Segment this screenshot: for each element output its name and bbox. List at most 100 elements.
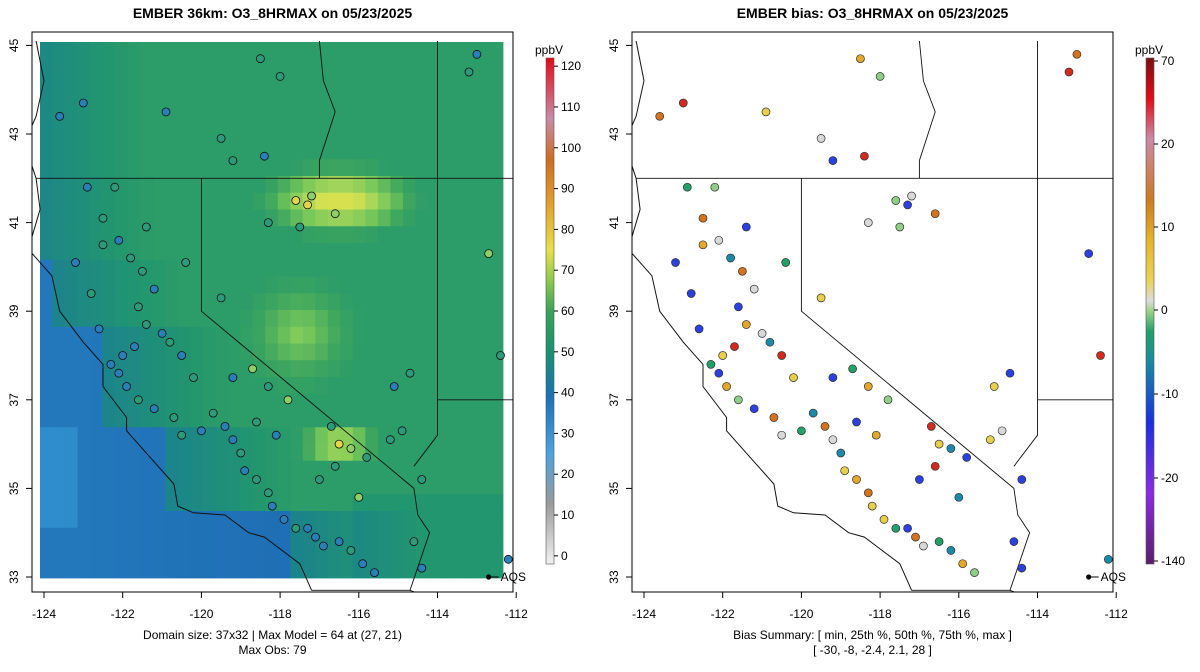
grid-cell: [327, 544, 341, 562]
grid-cell: [277, 410, 291, 428]
grid-cell: [365, 243, 379, 261]
grid-cell: [77, 125, 91, 143]
grid-cell: [265, 259, 279, 277]
grid-cell: [327, 42, 341, 60]
obs-point: [291, 196, 301, 205]
grid-cell: [490, 293, 504, 311]
grid-cell: [415, 142, 429, 160]
grid-cell: [327, 494, 341, 512]
grid-cell: [202, 293, 216, 311]
bias-point: [749, 284, 759, 294]
obs-point: [279, 515, 289, 524]
grid-cell: [402, 192, 416, 210]
grid-cell: [352, 192, 366, 210]
obs-point: [370, 568, 379, 577]
grid-cell: [202, 192, 216, 210]
grid-cell: [227, 494, 241, 512]
grid-cell: [102, 293, 116, 311]
obs-point: [114, 368, 124, 378]
grid-cell: [127, 109, 141, 127]
grid-cell: [40, 142, 53, 160]
grid-cell: [215, 326, 229, 344]
grid-cell: [265, 75, 279, 93]
grid-cell: [465, 494, 479, 512]
grid-cell: [202, 360, 216, 378]
grid-cell: [40, 125, 53, 143]
grid-cell: [90, 377, 103, 395]
grid-cell: [215, 92, 229, 110]
grid-cell: [377, 259, 391, 277]
bias-point: [828, 373, 838, 382]
grid-cell: [477, 360, 491, 378]
grid-cell: [465, 544, 479, 562]
grid-cell: [102, 259, 116, 277]
grid-cell: [52, 75, 66, 93]
grid-cell: [365, 343, 379, 361]
grid-cell: [102, 326, 116, 344]
grid-cell: [365, 109, 379, 127]
grid-cell: [352, 176, 366, 194]
grid-cell: [427, 159, 441, 177]
grid-cell: [402, 209, 416, 227]
grid-cell: [452, 159, 466, 177]
grid-cell: [202, 142, 216, 160]
y-tick-label: 43: [607, 127, 621, 141]
grid-cell: [252, 125, 266, 143]
grid-cell: [240, 561, 254, 579]
grid-cell: [340, 460, 354, 478]
grid-cell: [40, 326, 53, 344]
grid-cell: [315, 360, 329, 378]
grid-cell: [427, 326, 441, 344]
grid-cell: [102, 125, 116, 143]
grid-cell: [327, 276, 341, 294]
bias-point: [883, 395, 893, 405]
grid-cell: [427, 377, 441, 395]
grid-cell: [240, 226, 254, 244]
grid-cell: [90, 360, 103, 378]
grid-cell: [190, 360, 204, 378]
grid-cell: [127, 259, 141, 277]
grid-cell: [440, 142, 454, 160]
grid-cell: [477, 343, 491, 361]
grid-cell: [190, 444, 204, 462]
grid-cell: [402, 259, 416, 277]
grid-cell: [365, 477, 379, 495]
grid-cell: [465, 259, 479, 277]
grid-cell: [40, 544, 53, 562]
grid-cell: [152, 176, 166, 194]
grid-cell: [340, 360, 354, 378]
grid-cell: [165, 427, 179, 445]
grid-cell: [277, 310, 291, 328]
grid-cell: [177, 176, 191, 194]
grid-cell: [52, 410, 66, 428]
grid-cell: [352, 92, 366, 110]
obs-point: [169, 413, 179, 422]
obs-point: [86, 289, 96, 298]
grid-cell: [452, 326, 466, 344]
grid-cell: [227, 561, 241, 579]
grid-cell: [465, 176, 479, 194]
grid-cell: [240, 243, 254, 261]
grid-cell: [52, 326, 66, 344]
grid-cell: [252, 109, 266, 127]
bias-point: [682, 182, 692, 192]
grid-cell: [240, 142, 254, 160]
grid-cell: [302, 444, 316, 462]
colorbar-tick-label: -20: [1161, 471, 1179, 485]
grid-cell: [302, 410, 316, 428]
grid-cell: [427, 427, 441, 445]
grid-cell: [40, 360, 53, 378]
grid-cell: [352, 477, 366, 495]
grid-cell: [202, 511, 216, 529]
grid-cell: [40, 427, 53, 445]
grid-cell: [252, 360, 266, 378]
grid-cell: [165, 42, 179, 60]
grid-cell: [290, 42, 304, 60]
grid-cell: [402, 494, 416, 512]
bias-point: [797, 426, 806, 436]
grid-cell: [77, 276, 91, 294]
bias-point: [919, 541, 928, 551]
grid-cell: [352, 276, 366, 294]
grid-cell: [215, 393, 229, 411]
grid-cell: [140, 544, 154, 562]
